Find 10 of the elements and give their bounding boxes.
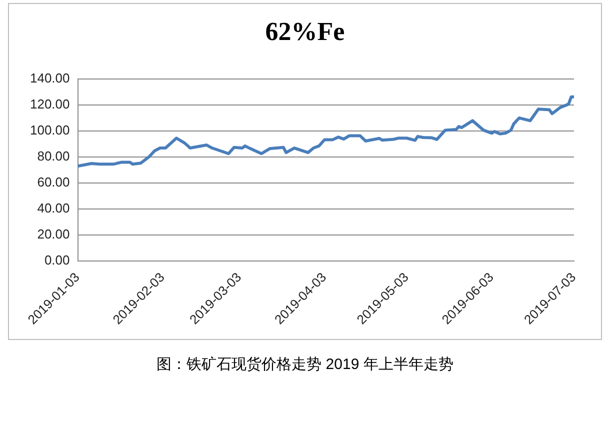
y-tick-label: 20.00 bbox=[37, 226, 70, 242]
chart-title: 62%Fe bbox=[264, 17, 346, 47]
y-tick-label: 140.00 bbox=[30, 70, 70, 86]
y-tick-label: 100.00 bbox=[30, 122, 70, 138]
y-tick-label: 40.00 bbox=[37, 200, 70, 216]
text: 图：铁矿石现货价格走势 2019 年上半年走势 bbox=[156, 355, 454, 374]
y-tick-label: 0.00 bbox=[44, 252, 70, 268]
y-tick-label: 60.00 bbox=[37, 174, 70, 190]
y-tick-label: 120.00 bbox=[30, 96, 70, 112]
y-tick-label: 80.00 bbox=[37, 148, 70, 164]
